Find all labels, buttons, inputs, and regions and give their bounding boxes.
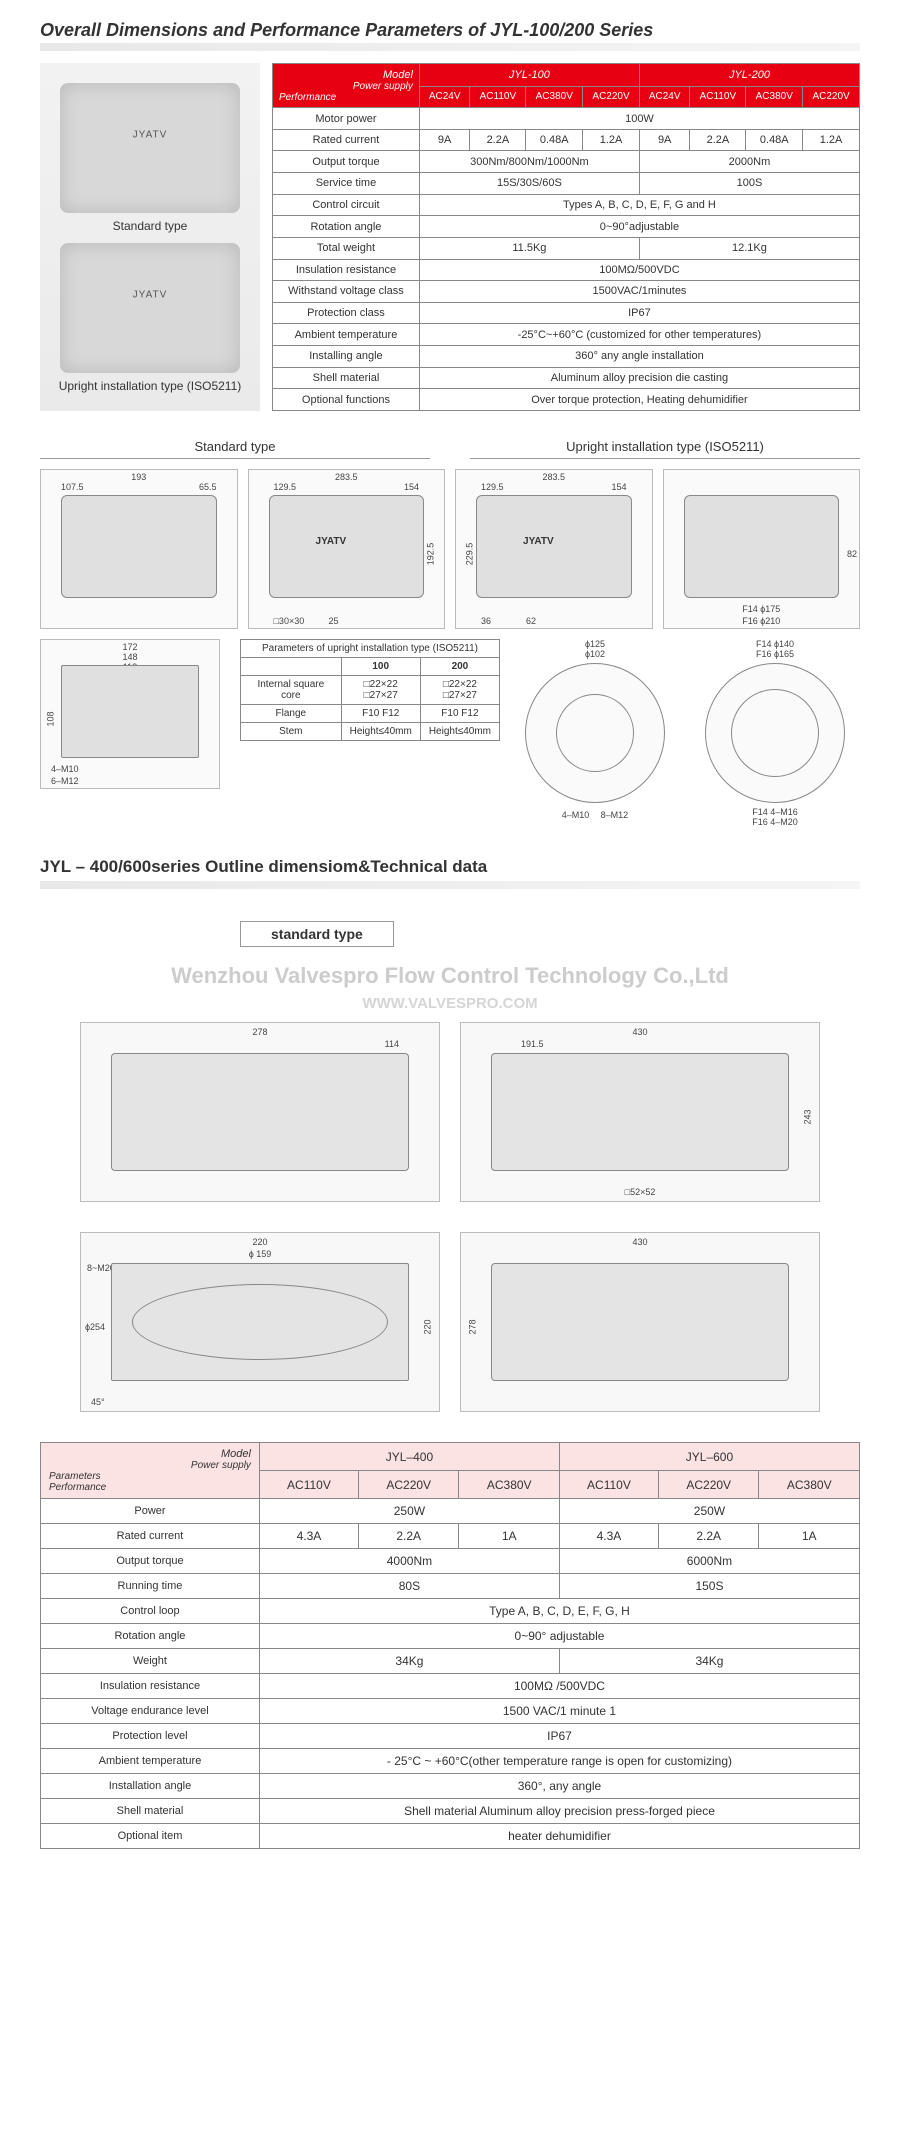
main-title: Overall Dimensions and Performance Param… — [40, 20, 860, 41]
title-underline-2 — [40, 881, 860, 889]
dimension-drawings-400-row2: 220 ϕ 159 8~M20 ϕ254 45° 220 430 278 — [80, 1232, 820, 1412]
spec-table-400-600: ModelPower supplyParametersPerformanceJY… — [40, 1442, 860, 1849]
drawing-400-top: 430 278 — [460, 1232, 820, 1412]
drawing-400-side: 430 191.5 243 □52×52 — [460, 1022, 820, 1202]
product-image-upright — [60, 243, 240, 373]
dimension-drawings-400-row1: 278 114 430 191.5 243 □52×52 — [80, 1022, 820, 1202]
dimension-drawings-row1: 193 107.5 65.5 283.5 129.5 154 192.5 □30… — [40, 469, 860, 629]
drawing-std-side: 283.5 129.5 154 192.5 □30×30 25 JYATV — [248, 469, 446, 629]
drawing-upright-side: 283.5 129.5 154 229.5 36 62 JYATV — [455, 469, 653, 629]
drawing-std-front: 193 107.5 65.5 — [40, 469, 238, 629]
iso5211-param-table: Parameters of upright installation type … — [240, 639, 500, 741]
dimension-drawings-row2: 172 148 118 108 4–M10 6–M12 Parameters o… — [40, 639, 860, 827]
diagram-header-standard: Standard type — [40, 435, 430, 459]
title-underline — [40, 43, 860, 51]
diagram-header-upright: Upright installation type (ISO5211) — [470, 435, 860, 459]
section-title-400-600: JYL – 400/600series Outline dimensiom&Te… — [40, 857, 860, 877]
drawing-400-front: 278 114 — [80, 1022, 440, 1202]
product-image-standard — [60, 83, 240, 213]
spec-table-100-200: ModelPower supplyPerformanceJYL-100JYL-2… — [272, 63, 860, 411]
flange-drawing-mid: ϕ125 ϕ102 4–M10 8–M12 — [520, 639, 670, 821]
caption-standard: Standard type — [50, 219, 250, 233]
watermark-url: WWW.VALVESPRO.COM — [40, 995, 860, 1012]
drawing-400-base: 220 ϕ 159 8~M20 ϕ254 45° 220 — [80, 1232, 440, 1412]
caption-upright: Upright installation type (ISO5211) — [50, 379, 250, 393]
standard-type-label: standard type — [240, 921, 394, 947]
product-image-panel: Standard type Upright installation type … — [40, 63, 260, 411]
flange-drawing-right: F14 ϕ140 F16 ϕ165 F14 4–M16 F16 4–M20 — [690, 639, 860, 827]
watermark-company: Wenzhou Valvespro Flow Control Technolog… — [40, 963, 860, 989]
drawing-upright-front: F14 ϕ175 F16 ϕ210 82 — [663, 469, 861, 629]
drawing-base-plate: 172 148 118 108 4–M10 6–M12 — [40, 639, 220, 789]
